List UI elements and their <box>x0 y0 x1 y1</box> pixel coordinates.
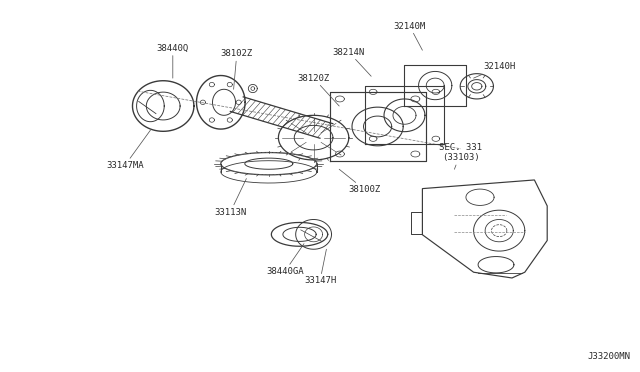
Text: 33147H: 33147H <box>304 249 336 285</box>
Text: 38100Z: 38100Z <box>339 169 381 194</box>
Text: 32140H: 32140H <box>474 62 515 78</box>
Text: 33147MA: 33147MA <box>106 130 150 170</box>
Text: 38102Z: 38102Z <box>221 49 253 89</box>
Text: SEC. 331
(33103): SEC. 331 (33103) <box>439 143 483 169</box>
Text: 33113N: 33113N <box>214 179 246 217</box>
Text: J33200MN: J33200MN <box>588 352 630 361</box>
Text: 38120Z: 38120Z <box>298 74 339 106</box>
Text: 38214N: 38214N <box>333 48 371 76</box>
Text: 32140M: 32140M <box>394 22 426 50</box>
Text: 38440Q: 38440Q <box>157 44 189 78</box>
Text: 38440GA: 38440GA <box>266 244 304 276</box>
